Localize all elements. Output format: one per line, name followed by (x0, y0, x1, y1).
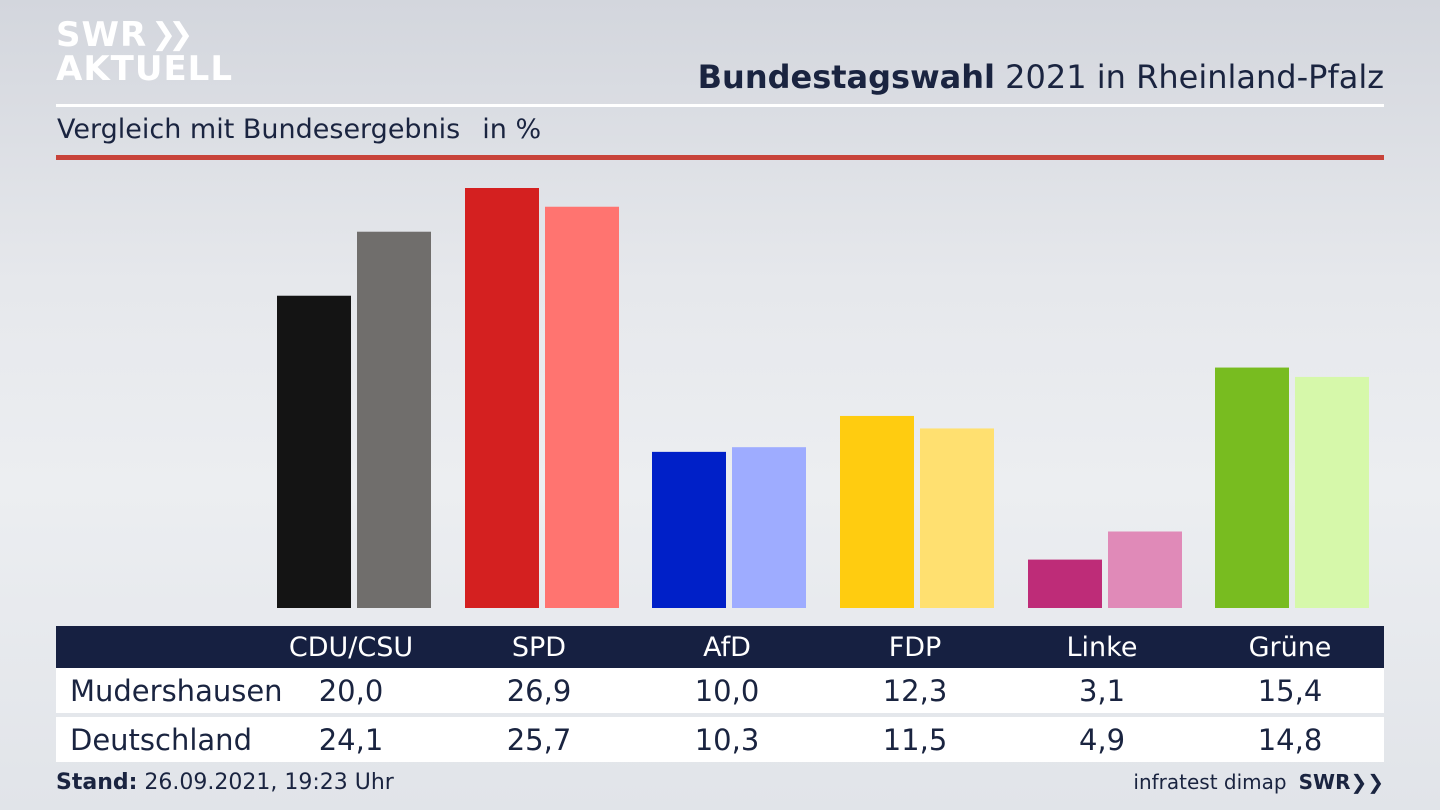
source-text: infratest dimap (1133, 770, 1287, 794)
row-label: Deutschland (70, 722, 252, 757)
results-table: CDU/CSU SPD AfD FDP Linke Grüne Mudershausen … (56, 626, 1384, 762)
table-cell: 24,1 (318, 722, 384, 757)
table-cell: 26,9 (506, 673, 572, 708)
table-cell: 10,0 (694, 673, 760, 708)
source-brand: SWR❯❯ (1298, 770, 1384, 794)
table-row-deutschland: Deutschland 24,1 25,7 10,3 11,5 4,9 14,8 (56, 717, 1384, 762)
column-header: FDP (888, 631, 942, 663)
swr-aktuell-logo: SWR ❯❯ AKTUELL (56, 15, 234, 89)
bar-cdu-csu-mudershausen (277, 295, 351, 608)
accent-divider (56, 155, 1384, 160)
bar-fdp-mudershausen (840, 415, 914, 608)
column-header: Linke (1066, 631, 1138, 663)
table-cell: 11,5 (882, 722, 948, 757)
table-cell: 4,9 (1078, 722, 1126, 757)
table-cell: 15,4 (1257, 673, 1323, 708)
bar-spd-deutschland (545, 206, 619, 608)
bar-linke-mudershausen (1028, 559, 1102, 608)
bar-cdu-csu-deutschland (357, 231, 431, 608)
column-header: AfD (703, 631, 751, 663)
page-title: Bundestagswahl 2021 in Rheinland-Pfalz (698, 58, 1384, 96)
table-cell: 20,0 (318, 673, 384, 708)
column-header: Grüne (1248, 631, 1332, 663)
stand-value: 26.09.2021, 19:23 Uhr (137, 770, 394, 795)
header-divider (56, 104, 1384, 107)
bar-spd-mudershausen (465, 188, 539, 608)
table-cell: 3,1 (1078, 673, 1126, 708)
table-header-row: CDU/CSU SPD AfD FDP Linke Grüne (56, 626, 1384, 668)
bar-fdp-deutschland (920, 428, 994, 608)
unit-label: in % (482, 114, 542, 145)
bar-linke-deutschland (1108, 531, 1182, 608)
column-header: SPD (511, 631, 567, 663)
title-rest: 2021 in Rheinland-Pfalz (995, 58, 1384, 96)
logo-swr-text: SWR (56, 15, 148, 55)
bar-afd-mudershausen (652, 451, 726, 608)
logo-aktuell-text: AKTUELL (56, 49, 234, 89)
table-cell: 14,8 (1257, 722, 1323, 757)
bar-gr-ne-deutschland (1295, 376, 1369, 608)
bar-chart (277, 188, 1369, 608)
title-bold: Bundestagswahl (697, 58, 995, 96)
row-label: Mudershausen (70, 673, 283, 708)
bar-gr-ne-mudershausen (1215, 367, 1289, 608)
timestamp: Stand: 26.09.2021, 19:23 Uhr (56, 770, 394, 795)
bar-afd-deutschland (732, 447, 806, 608)
chart-subtitle: Vergleich mit Bundesergebnis in % (57, 114, 541, 145)
source-credit: infratest dimap SWR❯❯ (1133, 770, 1384, 794)
subtitle-text: Vergleich mit Bundesergebnis (57, 114, 461, 145)
table-cell: 12,3 (882, 673, 948, 708)
table-cell: 25,7 (506, 722, 572, 757)
table-row-mudershausen: Mudershausen 20,0 26,9 10,0 12,3 3,1 15,4 (56, 668, 1384, 713)
column-header: CDU/CSU (288, 631, 414, 663)
table-cell: 10,3 (694, 722, 760, 757)
stand-label: Stand: (56, 770, 138, 795)
